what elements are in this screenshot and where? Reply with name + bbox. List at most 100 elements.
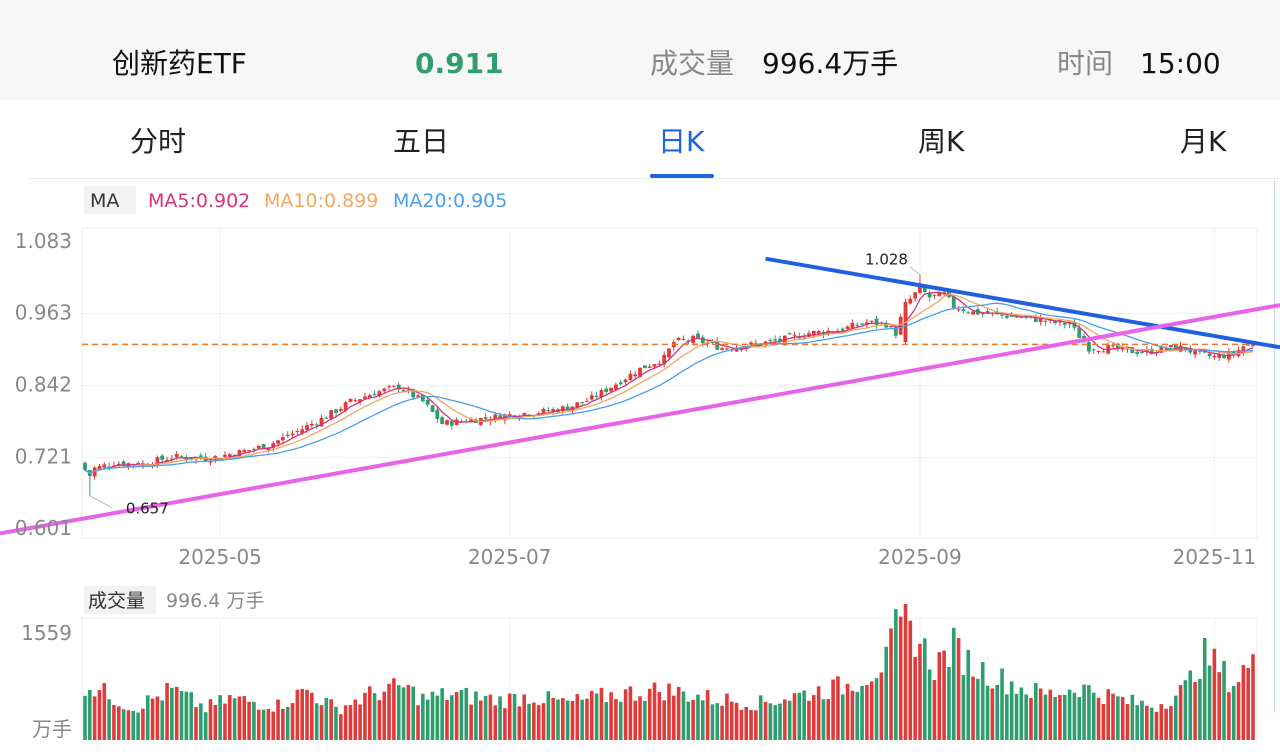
tab-monthly-k[interactable]: 月K — [1180, 125, 1227, 158]
candle[interactable] — [618, 379, 623, 386]
volume-bar[interactable] — [923, 638, 927, 740]
candle[interactable] — [720, 346, 724, 351]
volume-bar[interactable] — [1000, 668, 1004, 740]
tab-weekly-k[interactable]: 周K — [918, 125, 965, 158]
volume-bar[interactable] — [1212, 648, 1217, 740]
volume-bar[interactable] — [546, 691, 551, 740]
volume-bar[interactable] — [1101, 703, 1106, 740]
volume-bar[interactable] — [638, 696, 642, 740]
volume-bar[interactable] — [725, 693, 729, 740]
volume-bar[interactable] — [512, 694, 517, 740]
volume-bar[interactable] — [141, 708, 145, 740]
volume-bar[interactable] — [459, 690, 464, 740]
volume-bar[interactable] — [170, 687, 174, 740]
volume-bar[interactable] — [951, 627, 956, 740]
tab-daily-k[interactable]: 日K — [658, 125, 705, 158]
volume-bar[interactable] — [102, 682, 107, 740]
volume-bar[interactable] — [1164, 708, 1168, 740]
volume-bar[interactable] — [565, 700, 570, 740]
candle[interactable] — [850, 319, 855, 329]
candle[interactable] — [1087, 338, 1091, 355]
volume-bar[interactable] — [1116, 696, 1120, 740]
volume-bar[interactable] — [942, 650, 946, 740]
volume-bar[interactable] — [797, 692, 802, 740]
volume-bar[interactable] — [541, 703, 546, 740]
volume-bar[interactable] — [348, 705, 353, 740]
volume-bar[interactable] — [570, 701, 575, 740]
candle[interactable] — [889, 324, 893, 328]
volume-bar[interactable] — [802, 690, 806, 740]
volume-bar[interactable] — [705, 690, 710, 740]
volume-bar[interactable] — [990, 688, 995, 740]
volume-bar[interactable] — [194, 707, 198, 740]
candle[interactable] — [319, 414, 324, 427]
candle[interactable] — [575, 402, 580, 410]
volume-bar[interactable] — [1024, 694, 1028, 740]
volume-bar[interactable] — [1227, 692, 1231, 740]
volume-bar[interactable] — [189, 692, 193, 740]
volume-bar[interactable] — [1005, 694, 1009, 740]
volume-bar[interactable] — [290, 703, 295, 740]
volume-bar[interactable] — [92, 696, 97, 740]
volume-bar[interactable] — [652, 682, 657, 740]
candle[interactable] — [642, 365, 647, 369]
volume-bar[interactable] — [840, 694, 845, 740]
candle[interactable] — [797, 332, 802, 339]
volume-bar[interactable] — [227, 695, 232, 740]
scroll-edge[interactable] — [1274, 180, 1280, 712]
candle[interactable] — [464, 419, 469, 424]
volume-bar[interactable] — [575, 694, 580, 740]
volume-bar[interactable] — [980, 662, 985, 740]
volume-bar[interactable] — [908, 620, 913, 740]
volume-bar[interactable] — [179, 691, 184, 740]
candle[interactable] — [338, 406, 343, 413]
volume-bar[interactable] — [763, 701, 768, 740]
volume-bar[interactable] — [445, 700, 449, 740]
candle[interactable] — [334, 408, 338, 416]
volume-bar[interactable] — [150, 698, 155, 740]
volume-bar[interactable] — [628, 686, 633, 740]
volume-bar[interactable] — [305, 689, 309, 740]
volume-bar[interactable] — [295, 689, 300, 740]
candle[interactable] — [546, 406, 551, 413]
volume-bar[interactable] — [976, 678, 980, 740]
volume-bar[interactable] — [614, 699, 618, 740]
volume-bar[interactable] — [811, 695, 816, 740]
volume-bar[interactable] — [116, 706, 121, 740]
tab-intraday[interactable]: 分时 — [130, 125, 187, 158]
volume-bar[interactable] — [1082, 684, 1086, 740]
volume-bar[interactable] — [121, 709, 126, 740]
volume-bar[interactable] — [1014, 693, 1019, 740]
volume-bar[interactable] — [1222, 660, 1226, 740]
candle[interactable] — [435, 406, 440, 423]
volume-bar[interactable] — [421, 693, 425, 740]
candle[interactable] — [184, 454, 189, 463]
volume-bar[interactable] — [252, 701, 256, 740]
volume-bar[interactable] — [1159, 704, 1164, 740]
volume-bar[interactable] — [532, 702, 536, 740]
volume-bar[interactable] — [956, 638, 961, 740]
volume-bar[interactable] — [232, 698, 237, 740]
volume-bar[interactable] — [281, 708, 285, 740]
volume-bar[interactable] — [416, 705, 420, 740]
candle[interactable] — [430, 404, 435, 413]
candle[interactable] — [1207, 349, 1212, 360]
volume-bar[interactable] — [382, 691, 387, 740]
volume-bar[interactable] — [889, 628, 893, 740]
candle[interactable] — [1144, 346, 1149, 356]
volume-bar[interactable] — [672, 695, 676, 740]
volume-bar[interactable] — [913, 657, 917, 740]
volume-bar[interactable] — [681, 691, 686, 740]
volume-bar[interactable] — [131, 710, 136, 740]
volume-bar[interactable] — [855, 691, 860, 740]
candle[interactable] — [1004, 314, 1009, 320]
volume-bar[interactable] — [1034, 682, 1038, 740]
volume-bar[interactable] — [865, 685, 869, 740]
volume-bar[interactable] — [618, 701, 623, 740]
volume-bar[interactable] — [353, 699, 358, 740]
candle[interactable] — [725, 347, 729, 351]
volume-bar[interactable] — [1154, 711, 1159, 740]
volume-bar[interactable] — [561, 698, 565, 740]
volume-bar[interactable] — [208, 699, 213, 740]
volume-bar[interactable] — [1058, 695, 1062, 740]
